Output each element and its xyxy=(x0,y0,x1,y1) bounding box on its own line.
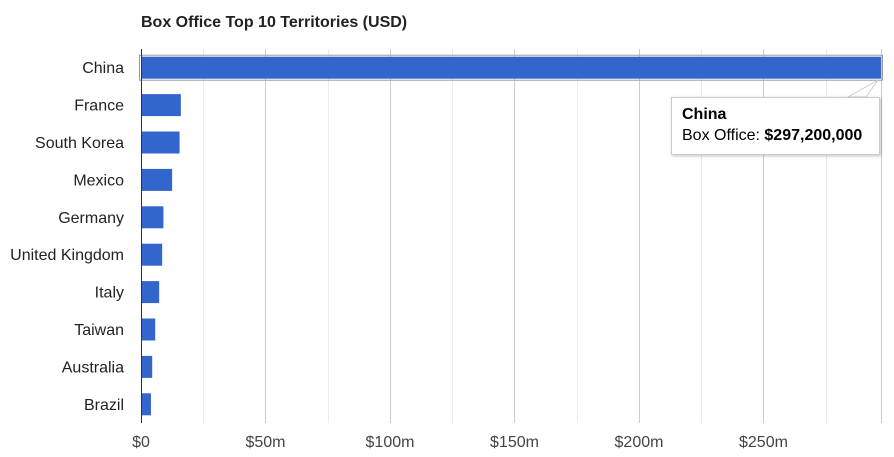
bar xyxy=(141,243,163,266)
x-tick-label: $200m xyxy=(615,434,664,451)
category-label: Mexico xyxy=(73,172,124,189)
bar xyxy=(141,355,153,378)
category-label: Taiwan xyxy=(74,322,124,339)
category-label: Australia xyxy=(62,359,124,376)
bar xyxy=(141,56,881,79)
tooltip: China Box Office: $297,200,000 xyxy=(671,97,880,155)
x-tick-label: $0 xyxy=(132,434,150,451)
category-label: Brazil xyxy=(84,397,124,414)
x-tick-label: $50m xyxy=(245,434,285,451)
tooltip-pointer xyxy=(846,79,879,98)
x-tick-label: $150m xyxy=(490,434,539,451)
bar-highlight-outline xyxy=(139,54,883,81)
bar xyxy=(141,131,180,154)
tooltip-value: $297,200,000 xyxy=(764,127,863,144)
bar xyxy=(141,168,173,191)
bar xyxy=(141,318,156,341)
chart-title: Box Office Top 10 Territories (USD) xyxy=(141,14,408,31)
category-label: France xyxy=(74,98,124,115)
bar xyxy=(141,94,181,117)
bar xyxy=(141,281,160,304)
bar xyxy=(141,393,151,416)
x-tick-label: $100m xyxy=(366,434,415,451)
x-tick-label: $250m xyxy=(739,434,788,451)
category-label: Italy xyxy=(95,285,124,302)
tooltip-label: Box Office: xyxy=(682,127,765,144)
category-label: South Korea xyxy=(35,135,124,152)
tooltip-title: China xyxy=(682,106,727,123)
category-label: Germany xyxy=(58,210,124,227)
tooltip-row: Box Office: $297,200,000 xyxy=(682,127,869,145)
category-label: United Kingdom xyxy=(10,247,124,264)
bar xyxy=(141,206,164,229)
category-label: China xyxy=(82,60,124,77)
